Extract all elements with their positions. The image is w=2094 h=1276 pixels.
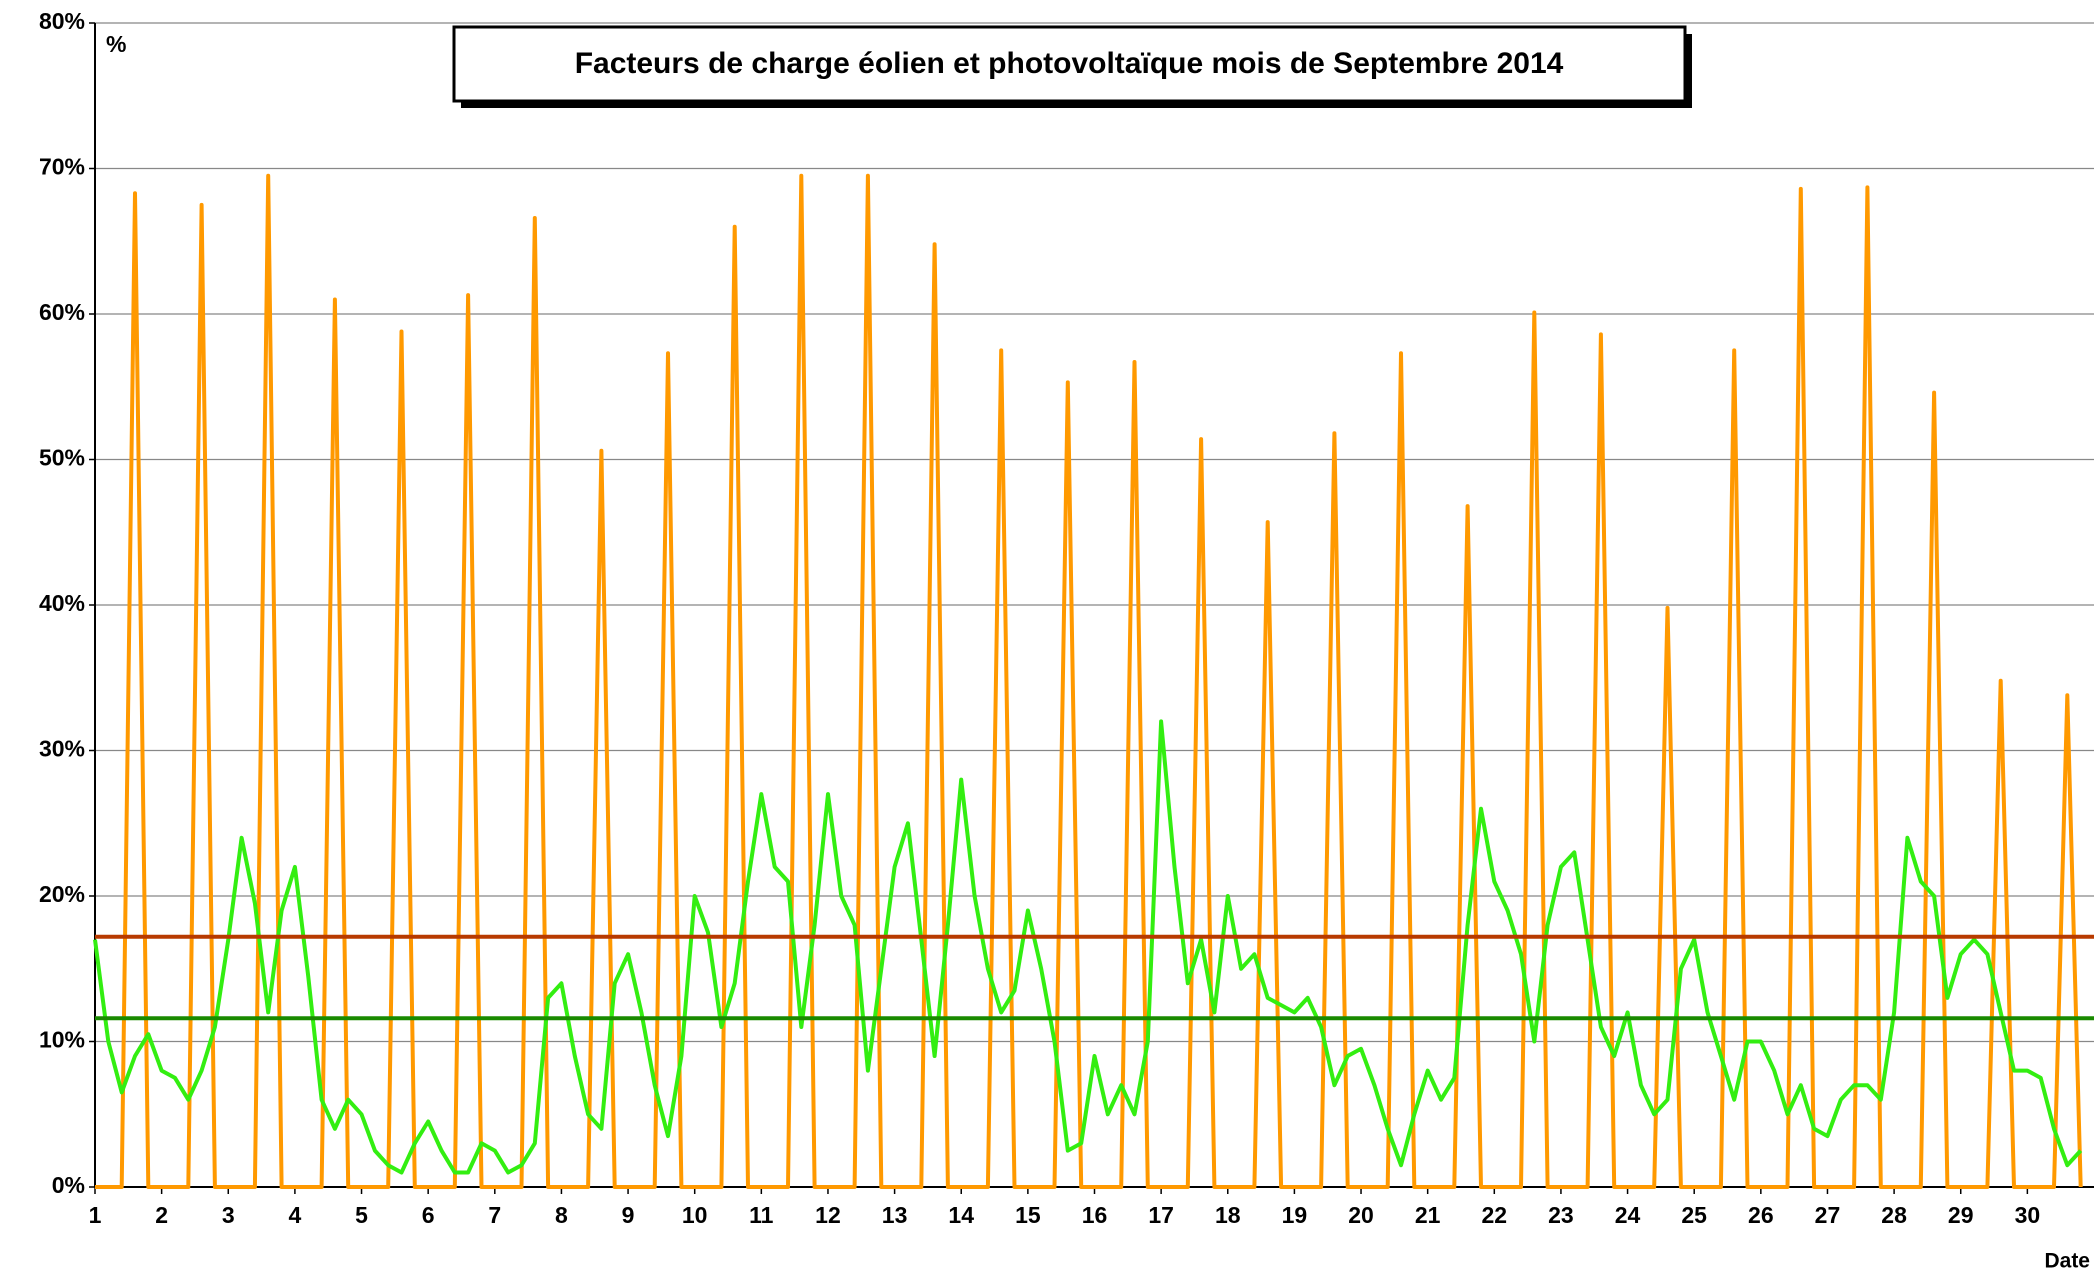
y-tick-label: 50% — [39, 445, 85, 471]
y-tick-label: 20% — [39, 881, 85, 907]
x-tick-label: 7 — [488, 1202, 501, 1228]
x-tick-label: 5 — [355, 1202, 368, 1228]
y-tick-label: 30% — [39, 736, 85, 762]
x-tick-label: 20 — [1348, 1202, 1374, 1228]
series-line — [95, 173, 2083, 1189]
y-tick-label: 0% — [52, 1172, 85, 1198]
x-tick-label: 16 — [1082, 1202, 1108, 1228]
x-tick-label: 21 — [1415, 1202, 1441, 1228]
x-tick-label: 24 — [1615, 1202, 1641, 1228]
x-tick-label: 2 — [155, 1202, 168, 1228]
x-tick-label: 8 — [555, 1202, 568, 1228]
x-tick-label: 3 — [222, 1202, 235, 1228]
x-tick-label: 17 — [1148, 1202, 1174, 1228]
x-tick-label: 27 — [1815, 1202, 1841, 1228]
series-line — [93, 719, 2083, 1175]
x-tick-label: 26 — [1748, 1202, 1774, 1228]
y-tick-label: 70% — [39, 154, 85, 180]
x-tick-label: 15 — [1015, 1202, 1041, 1228]
x-tick-label: 12 — [815, 1202, 841, 1228]
chart-title: Facteurs de charge éolien et photovoltaï… — [575, 47, 1564, 80]
x-tick-label: 4 — [289, 1202, 302, 1228]
y-tick-label: 80% — [39, 8, 85, 34]
x-tick-label: 1 — [89, 1202, 102, 1228]
x-tick-label: 18 — [1215, 1202, 1241, 1228]
x-tick-label: 28 — [1881, 1202, 1907, 1228]
x-tick-label: 14 — [948, 1202, 974, 1228]
x-tick-label: 11 — [749, 1202, 774, 1228]
x-axis-label: Date — [2044, 1250, 2090, 1273]
y-tick-label: 10% — [39, 1027, 85, 1053]
x-tick-label: 13 — [882, 1202, 908, 1228]
x-tick-label: 6 — [422, 1202, 435, 1228]
x-tick-label: 25 — [1681, 1202, 1707, 1228]
y-tick-label: 60% — [39, 299, 85, 325]
x-tick-label: 23 — [1548, 1202, 1574, 1228]
x-tick-label: 30 — [2015, 1202, 2041, 1228]
x-tick-label: 9 — [622, 1202, 635, 1228]
x-tick-label: 19 — [1282, 1202, 1308, 1228]
x-tick-label: 29 — [1948, 1202, 1974, 1228]
x-tick-label: 10 — [682, 1202, 708, 1228]
title-box — [452, 25, 1687, 103]
y-axis-label: % — [106, 31, 126, 57]
y-tick-label: 40% — [39, 590, 85, 616]
x-tick-label: 22 — [1482, 1202, 1508, 1228]
